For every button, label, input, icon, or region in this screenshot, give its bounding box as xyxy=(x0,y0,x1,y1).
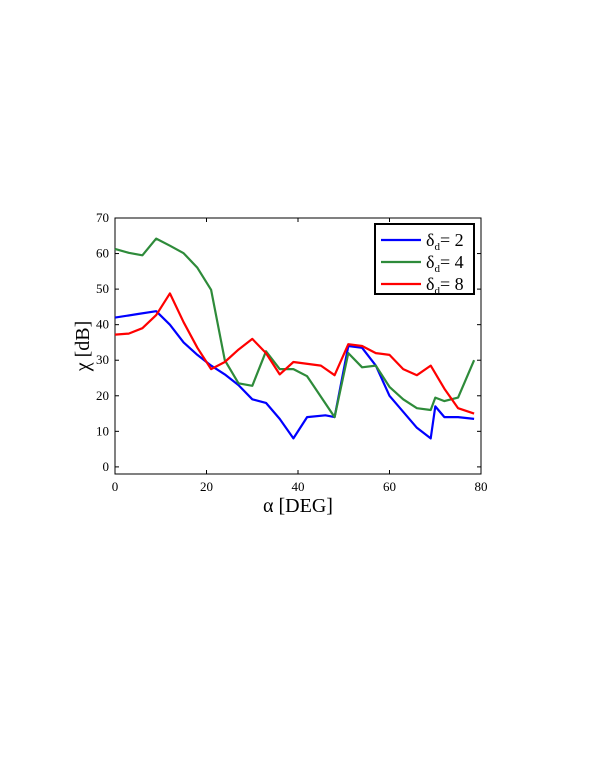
x-tick-label: 40 xyxy=(292,479,305,494)
legend-label-main: δ xyxy=(426,252,434,272)
series-layer xyxy=(114,237,476,440)
y-tick-label: 10 xyxy=(96,423,109,438)
legend-label-2: δd= 4 xyxy=(426,252,464,275)
x-axis-label: α [DEG] xyxy=(263,495,333,517)
y-tick-label: 0 xyxy=(103,459,110,474)
y-tick-label: 30 xyxy=(96,352,109,367)
series-1-line xyxy=(114,310,475,440)
legend-label-rest: = 4 xyxy=(440,252,464,272)
legend-label-sub: d xyxy=(434,241,440,253)
legend-label-sub: d xyxy=(434,285,440,297)
legend: δd= 2δd= 4δd= 8 xyxy=(374,223,475,297)
y-tick-label: 20 xyxy=(96,388,109,403)
legend-label-3: δd= 8 xyxy=(426,274,464,297)
series-3-line xyxy=(114,292,475,415)
y-tick-label: 40 xyxy=(96,317,109,332)
x-tick-label: 60 xyxy=(383,479,396,494)
x-tick-label: 0 xyxy=(112,479,119,494)
legend-label-1: δd= 2 xyxy=(426,230,464,253)
y-tick-label: 60 xyxy=(96,246,109,261)
legend-label-main: δ xyxy=(426,230,434,250)
x-tick-label: 80 xyxy=(475,479,488,494)
x-tick-label: 20 xyxy=(200,479,213,494)
y-tick-label: 70 xyxy=(96,210,109,225)
legend-label-main: δ xyxy=(426,274,434,294)
series-2-line xyxy=(114,237,476,419)
legend-label-rest: = 2 xyxy=(440,230,464,250)
legend-box xyxy=(374,223,475,295)
legend-label-sub: d xyxy=(434,263,440,275)
tick-layer: 0 20 40 60 80 0 10 20 30 40 50 60 70 xyxy=(96,210,488,494)
y-axis-label: χ [dB] xyxy=(72,321,94,373)
legend-label-rest: = 8 xyxy=(440,274,464,294)
y-tick-label: 50 xyxy=(96,281,109,296)
